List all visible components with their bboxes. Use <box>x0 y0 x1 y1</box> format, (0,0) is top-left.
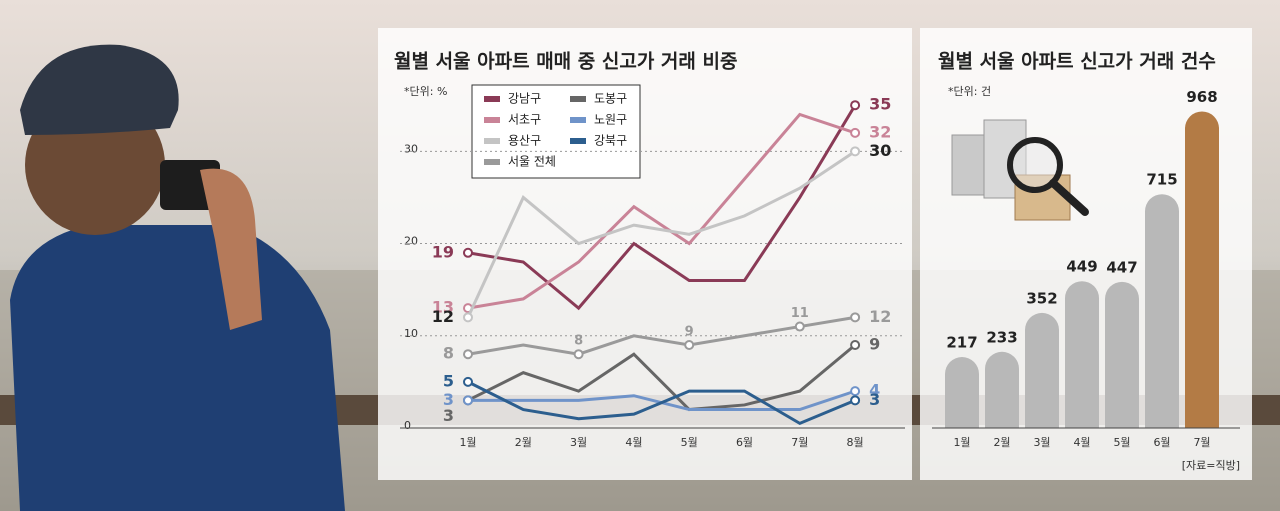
legend-label: 강북구 <box>594 134 627 148</box>
legend-label: 강남구 <box>508 92 541 106</box>
data-label: 3 <box>443 406 454 425</box>
bar <box>985 351 1019 428</box>
legend-label: 용산구 <box>508 134 541 148</box>
data-label: 12 <box>869 307 891 326</box>
bar <box>1065 281 1099 428</box>
x-tick-label: 6월 <box>736 436 753 449</box>
x-tick-label: 3월 <box>1033 436 1050 449</box>
point <box>463 312 473 323</box>
data-label: 12 <box>432 307 454 326</box>
x-tick-label: 1월 <box>953 436 970 449</box>
y-tick-label: 0 <box>404 419 411 432</box>
point <box>850 312 861 323</box>
x-tick-label: 4월 <box>625 436 642 449</box>
y-tick-label: 10 <box>404 327 418 340</box>
point <box>850 340 861 350</box>
point <box>850 395 861 406</box>
data-label: 233 <box>986 328 1017 346</box>
x-tick-label: 2월 <box>515 436 532 449</box>
data-label: 5 <box>443 371 454 390</box>
point <box>850 127 861 138</box>
series-line <box>467 104 857 311</box>
x-tick-label: 3월 <box>570 436 587 449</box>
y-tick-label: 20 <box>404 235 418 248</box>
data-label: 8 <box>574 334 583 349</box>
data-label: 352 <box>1026 289 1057 307</box>
point <box>573 349 584 360</box>
x-tick-label: 1월 <box>459 436 476 449</box>
x-tick-label: 7월 <box>1193 436 1210 449</box>
data-label: 968 <box>1186 88 1217 106</box>
data-label: 19 <box>432 242 454 261</box>
series-line <box>467 343 857 412</box>
chart-title: 월별 서울 아파트 매매 중 신고가 거래 비중 <box>394 51 737 73</box>
bar <box>1025 312 1059 428</box>
unit-note: *단위: % <box>404 85 447 98</box>
data-label: 11 <box>791 306 809 321</box>
data-label: 3 <box>443 390 454 409</box>
x-tick-label: 2월 <box>993 436 1010 449</box>
bar <box>1145 194 1179 428</box>
data-label: 8 <box>443 344 454 363</box>
data-label: 9 <box>869 335 880 354</box>
point <box>850 386 861 397</box>
data-label: 4 <box>869 381 880 400</box>
point <box>463 395 473 406</box>
series-line <box>467 112 856 310</box>
chart-title: 월별 서울 아파트 신고가 거래 건수 <box>938 51 1216 73</box>
x-tick-label: 4월 <box>1073 436 1090 449</box>
series-line <box>467 315 856 356</box>
data-label: 13 <box>432 298 454 317</box>
data-label: 3 <box>869 390 880 409</box>
bar <box>1105 281 1139 428</box>
point <box>463 247 473 258</box>
data-label: 217 <box>946 334 977 352</box>
data-label: 9 <box>685 325 694 340</box>
unit-note: *단위: 건 <box>948 85 991 98</box>
series-line <box>467 380 856 426</box>
x-tick-label: 5월 <box>1113 436 1130 449</box>
legend-label: 서울 전체 <box>508 155 556 169</box>
series-line <box>466 150 856 318</box>
data-label: 715 <box>1146 171 1177 189</box>
x-tick-label: 8월 <box>847 436 864 449</box>
data-label: 447 <box>1106 258 1137 276</box>
bar <box>1185 111 1219 429</box>
point <box>463 376 473 387</box>
data-label: 30 <box>869 141 891 160</box>
point <box>684 340 695 350</box>
legend-label: 도봉구 <box>594 92 627 106</box>
photographer <box>10 44 345 511</box>
line-panel <box>378 28 912 480</box>
point <box>794 321 805 332</box>
data-label: 35 <box>869 95 891 114</box>
data-label: 32 <box>869 122 891 141</box>
x-tick-label: 5월 <box>681 436 698 449</box>
y-tick-label: 30 <box>404 142 418 155</box>
data-label: 449 <box>1066 258 1097 276</box>
point <box>850 146 861 157</box>
icon <box>951 119 1089 221</box>
point <box>463 349 473 360</box>
x-tick-label: 7월 <box>791 436 808 449</box>
x-tick-label: 6월 <box>1153 436 1170 449</box>
legend-label: 노원구 <box>594 113 627 127</box>
legend-label: 서초구 <box>508 113 541 127</box>
bar <box>945 357 979 428</box>
point <box>850 100 861 111</box>
source-note: [자료=직방] <box>1182 459 1240 472</box>
